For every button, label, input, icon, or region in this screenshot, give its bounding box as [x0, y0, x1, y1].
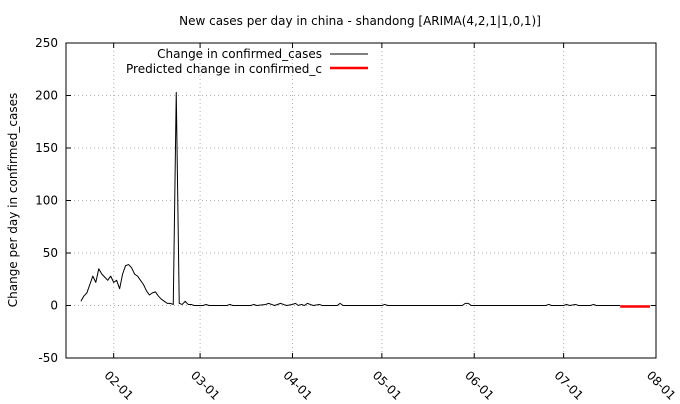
grid-lines [66, 43, 657, 358]
legend-label-0: Change in confirmed_cases [157, 47, 322, 61]
y-tick-label: 200 [35, 89, 58, 103]
y-tick-label: 250 [35, 36, 58, 50]
x-tick-label: 07-01 [552, 368, 587, 400]
x-tick-label: 06-01 [462, 368, 497, 400]
y-tick-label: 100 [35, 194, 58, 208]
legend-label-1: Predicted change in confirmed_c [126, 62, 322, 76]
x-tick-label: 04-01 [280, 368, 315, 400]
axis-ticks: -50 0 50 100 150 200 250 02-01 03-01 04-01 05-01 06… [35, 36, 679, 403]
series-line-0 [80, 91, 621, 306]
series-layer [80, 91, 651, 308]
x-tick-label: 08-01 [644, 368, 679, 400]
y-tick-label: 0 [50, 299, 58, 313]
x-tick-label: 02-01 [102, 368, 137, 400]
x-tick-label: 05-01 [370, 368, 405, 400]
legend: Change in confirmed_cases Predicted chan… [126, 47, 368, 76]
y-tick-label: 50 [43, 246, 58, 260]
y-axis-label: Change per day in confirmed_cases [6, 93, 20, 308]
y-tick-label: -50 [38, 351, 58, 365]
chart-title: New cases per day in china - shandong [A… [179, 14, 541, 28]
x-tick-label: 03-01 [188, 368, 223, 400]
y-tick-label: 150 [35, 141, 58, 155]
